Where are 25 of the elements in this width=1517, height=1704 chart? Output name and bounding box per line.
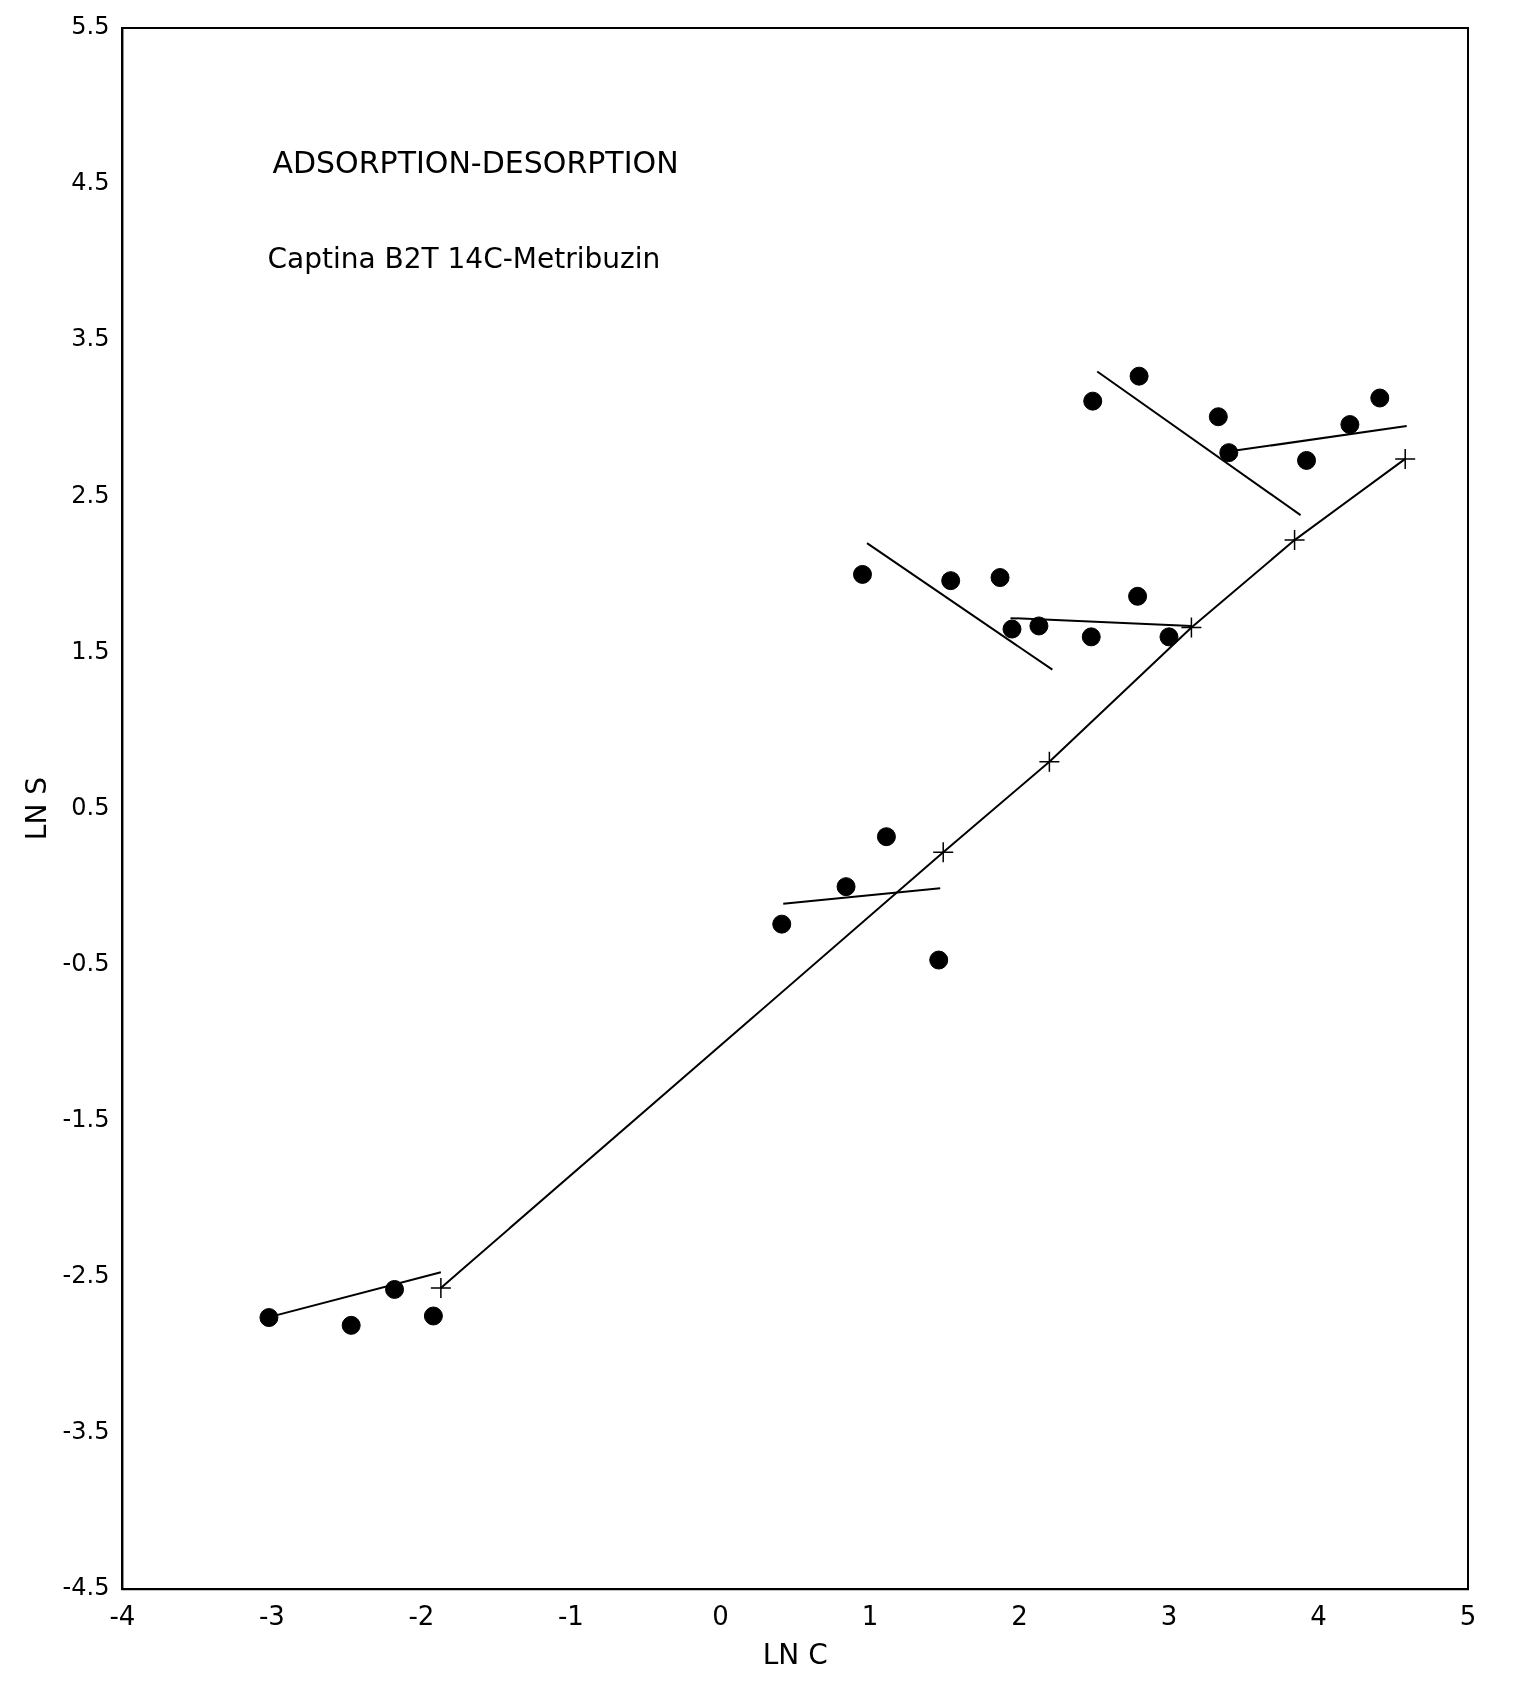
text: ADSORPTION-DESORPTION bbox=[272, 145, 679, 180]
y-tick-label: 5.5 bbox=[71, 12, 110, 41]
x-tick-label: -2 bbox=[408, 1600, 435, 1631]
y-tick-label: -4.5 bbox=[62, 1573, 110, 1602]
x-tick-label: 2 bbox=[1011, 1600, 1028, 1631]
y-tick-label: -3.5 bbox=[62, 1417, 110, 1446]
x-tick-label: 3 bbox=[1160, 1600, 1178, 1631]
y-tick-label: 3.5 bbox=[71, 324, 110, 353]
y-tick-label: 1.5 bbox=[71, 636, 110, 665]
y-tick-label: 0.5 bbox=[71, 792, 110, 821]
x-tick-label: -1 bbox=[557, 1600, 584, 1631]
y-tick-label: 4.5 bbox=[71, 168, 110, 197]
x-tick-label: 0 bbox=[712, 1600, 729, 1631]
y-tick-label: -1.5 bbox=[62, 1105, 110, 1134]
x-tick-label: -3 bbox=[258, 1600, 285, 1631]
x-axis-title: LN C bbox=[762, 1638, 828, 1672]
x-tick-label: -4 bbox=[109, 1600, 136, 1631]
y-tick-label: -2.5 bbox=[62, 1261, 110, 1290]
text: Captina B2T 14C-Metribuzin bbox=[267, 242, 661, 275]
y-tick-label: -0.5 bbox=[62, 948, 110, 977]
y-tick-label: 2.5 bbox=[71, 480, 110, 509]
y-axis-title: LN S bbox=[20, 776, 54, 841]
x-tick-label: 5 bbox=[1459, 1600, 1477, 1631]
x-tick-label: 1 bbox=[861, 1600, 879, 1631]
x-tick-label: 4 bbox=[1310, 1600, 1327, 1631]
